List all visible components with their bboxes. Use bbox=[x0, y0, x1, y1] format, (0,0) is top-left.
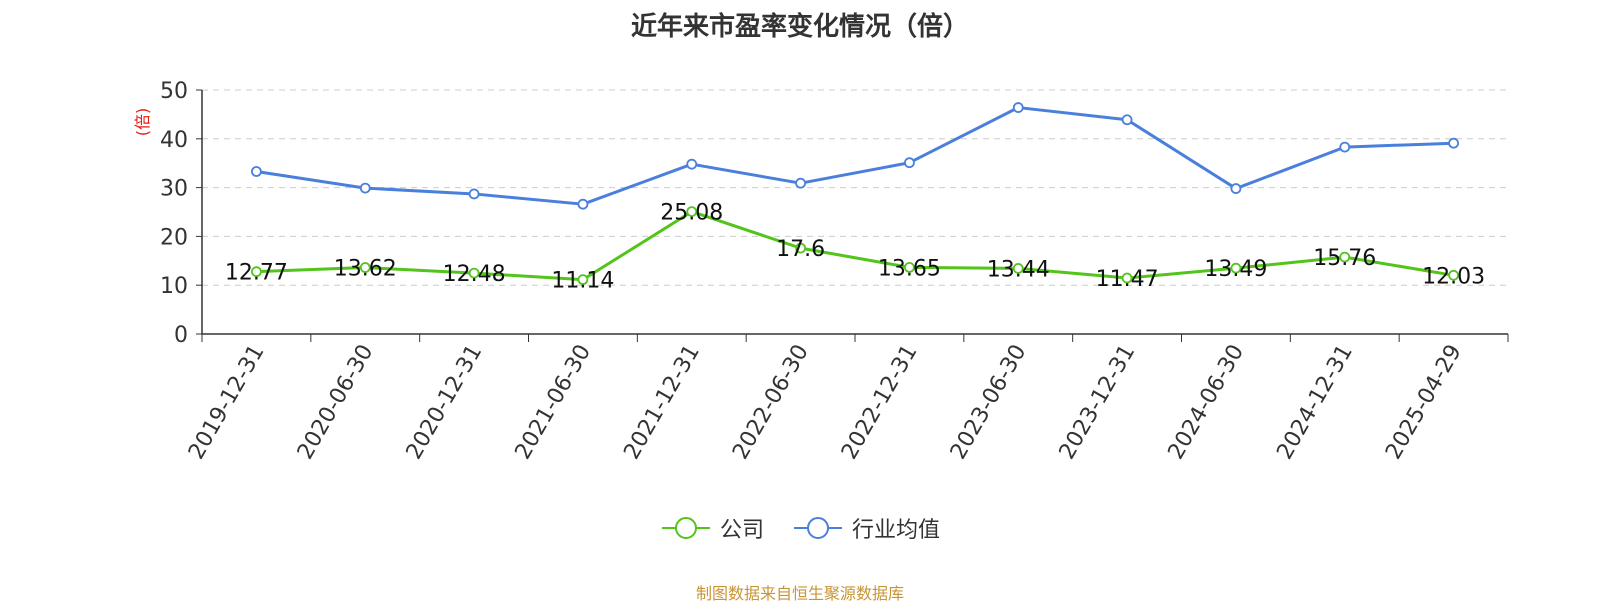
data-labels: 12.77 13.62 12.48 11.14 25.08 17.6 13.65 13.44 1… bbox=[225, 201, 1485, 294]
legend-company-icon bbox=[661, 517, 710, 539]
point-industry bbox=[1230, 183, 1242, 194]
y-tick-label: 50 bbox=[160, 79, 188, 104]
data-label-company: 12.77 bbox=[225, 261, 288, 286]
point-company bbox=[795, 242, 806, 254]
point-company bbox=[468, 267, 480, 279]
point-company bbox=[686, 206, 698, 218]
point-company bbox=[577, 274, 589, 286]
x-tick-label: 2025-04-29 bbox=[1381, 341, 1467, 464]
x-tick-label: 2022-06-30 bbox=[728, 341, 814, 464]
point-industry bbox=[359, 182, 371, 194]
point-industry bbox=[251, 166, 262, 177]
grid-lines bbox=[202, 89, 1508, 286]
x-tick-label: 2019-12-31 bbox=[184, 341, 270, 464]
y-tick-label: 10 bbox=[160, 274, 188, 299]
x-tick-label: 2021-06-30 bbox=[511, 341, 597, 464]
point-company bbox=[1230, 262, 1242, 274]
data-label-company: 11.14 bbox=[551, 269, 614, 294]
data-label-company: 13.44 bbox=[987, 257, 1050, 282]
point-industry bbox=[904, 157, 915, 169]
point-industry bbox=[1448, 137, 1459, 149]
y-axis-label: (倍) bbox=[133, 108, 152, 137]
y-tick-label: 0 bbox=[174, 323, 188, 348]
point-company bbox=[359, 262, 371, 273]
data-label-company: 12.03 bbox=[1422, 264, 1485, 289]
legend: 公司 行业均值 bbox=[0, 512, 1600, 544]
legend-company-label: 公司 bbox=[719, 518, 764, 543]
point-company bbox=[1448, 269, 1459, 281]
series-line-industry bbox=[256, 106, 1454, 206]
point-industry bbox=[686, 158, 698, 170]
source-note: 制图数据来自恒生聚源数据库 bbox=[695, 584, 904, 603]
x-tick-label: 2023-12-31 bbox=[1055, 341, 1141, 464]
data-label-company: 17.6 bbox=[776, 237, 825, 262]
point-industry bbox=[468, 188, 480, 200]
point-company bbox=[1012, 263, 1024, 274]
y-tick-label: 40 bbox=[160, 128, 188, 153]
legend-item-company[interactable]: 公司 bbox=[660, 512, 764, 544]
x-tick-label: 2020-12-31 bbox=[402, 341, 488, 464]
series-line-company bbox=[256, 210, 1454, 282]
legend-item-industry[interactable]: 行业均值 bbox=[792, 512, 940, 544]
point-industry bbox=[1339, 141, 1351, 153]
point-industry bbox=[1121, 114, 1133, 126]
x-tick-label: 2023-06-30 bbox=[946, 341, 1032, 464]
point-company bbox=[1339, 251, 1351, 263]
x-tick-label: 2022-12-31 bbox=[837, 341, 923, 464]
point-industry bbox=[1012, 102, 1024, 113]
data-label-company: 25.08 bbox=[660, 201, 723, 226]
y-tick-label: 20 bbox=[160, 225, 188, 250]
legend-industry-label: 行业均值 bbox=[852, 518, 941, 543]
x-tick-label: 2024-06-30 bbox=[1164, 341, 1250, 464]
point-company bbox=[1121, 272, 1133, 284]
data-label-company: 11.47 bbox=[1096, 267, 1159, 292]
point-company bbox=[904, 261, 915, 273]
legend-industry-icon bbox=[794, 517, 842, 539]
data-label-company: 13.65 bbox=[878, 256, 941, 281]
data-label-company: 13.62 bbox=[334, 257, 397, 282]
series bbox=[251, 102, 1459, 286]
point-industry bbox=[577, 198, 589, 210]
x-tick-label: 2020-06-30 bbox=[293, 341, 379, 464]
data-label-company: 15.76 bbox=[1313, 246, 1376, 271]
data-label-company: 12.48 bbox=[443, 262, 506, 287]
point-industry bbox=[795, 177, 806, 189]
y-tick-label: 30 bbox=[160, 177, 188, 202]
x-tick-label: 2024-12-31 bbox=[1272, 341, 1358, 464]
chart-title: 近年来市盈率变化情况（倍） bbox=[630, 12, 969, 42]
point-company bbox=[251, 266, 262, 278]
data-label-company: 13.49 bbox=[1204, 257, 1267, 282]
x-tick-label: 2021-12-31 bbox=[619, 341, 705, 464]
